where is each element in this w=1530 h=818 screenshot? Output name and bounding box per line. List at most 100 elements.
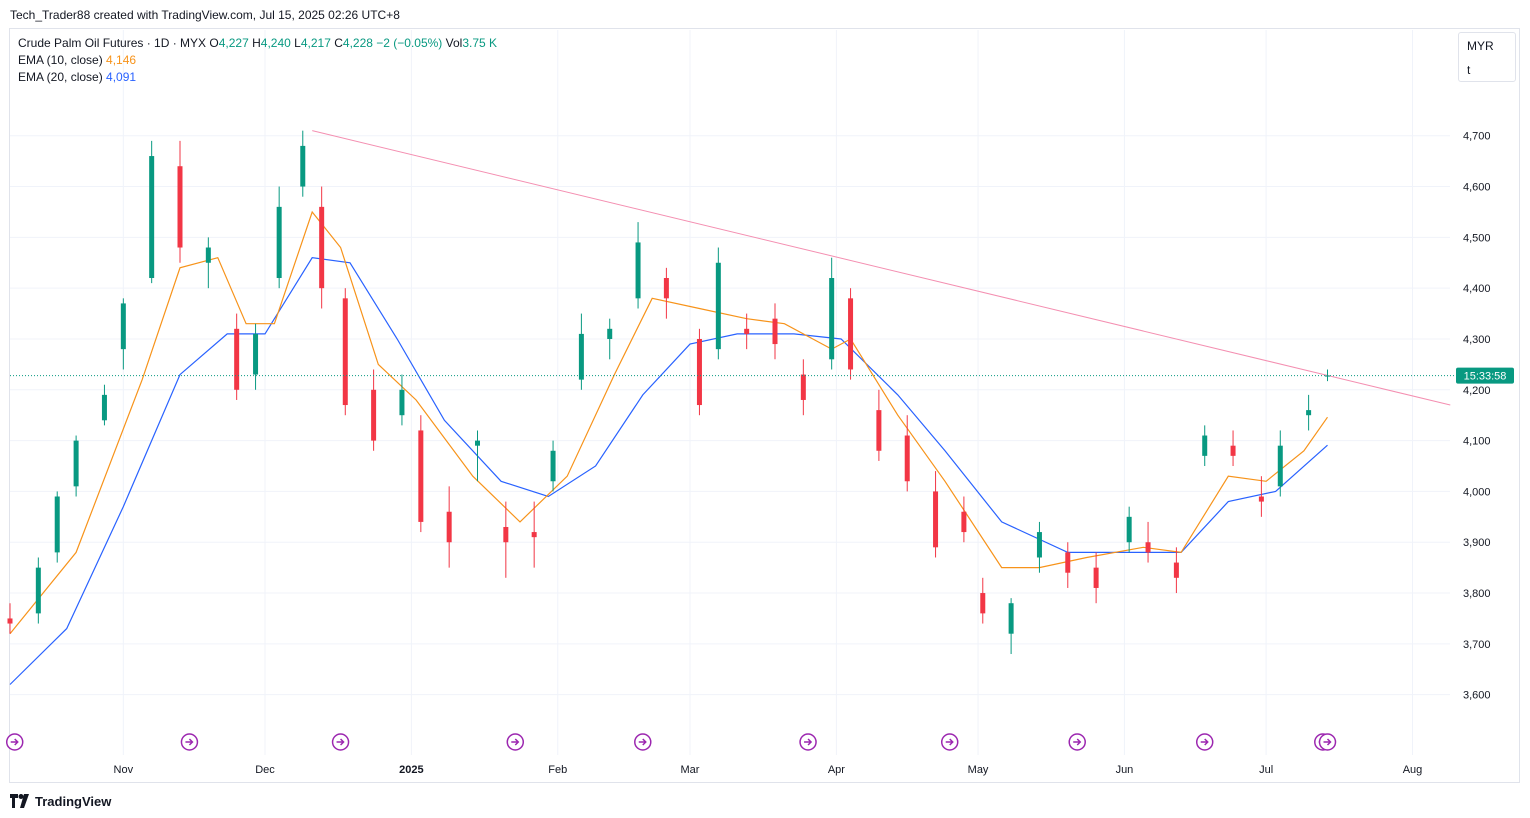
candle <box>234 313 240 400</box>
candle <box>531 501 537 568</box>
candle-body <box>829 278 835 360</box>
ohlc-row: Crude Palm Oil Futures · 1D · MYX O4,227… <box>18 35 497 52</box>
ema10-row[interactable]: EMA (10, close) 4,146 <box>18 52 497 69</box>
candle-body <box>253 333 259 375</box>
candle <box>550 440 556 492</box>
candle <box>319 186 325 309</box>
event-marker-arrow <box>804 738 813 746</box>
trendline <box>312 130 1451 406</box>
dividend-arrow-icon <box>506 733 525 751</box>
candle-body <box>1126 516 1132 543</box>
candle <box>149 140 155 284</box>
candle-body <box>1173 562 1179 578</box>
candle <box>1145 521 1151 563</box>
candle-body <box>744 328 750 334</box>
candle <box>446 486 452 568</box>
high-label: H <box>252 36 261 50</box>
event-marker-arrow <box>511 738 520 746</box>
candle-body <box>904 435 910 482</box>
candle-body <box>371 389 377 441</box>
candle-body <box>1277 445 1283 487</box>
volume-label: Vol <box>445 36 463 50</box>
event-marker-arrow <box>185 738 194 746</box>
candle <box>1202 425 1208 467</box>
candle-body <box>715 262 721 350</box>
candle <box>933 471 939 558</box>
y-tick-label: 4,300 <box>1463 334 1491 346</box>
y-tick-label: 4,000 <box>1463 486 1491 498</box>
candle-body <box>848 298 854 370</box>
event-marker-arrow <box>10 738 19 746</box>
ema20-label: EMA (20, close) <box>18 70 103 84</box>
candle-body <box>1258 496 1264 502</box>
candle <box>829 257 835 370</box>
candle-body <box>607 328 613 339</box>
volume-value: 3.75 K <box>462 36 498 50</box>
candle-body <box>399 389 405 416</box>
ema10-label: EMA (10, close) <box>18 53 103 67</box>
dividend-arrow-icon <box>180 733 199 751</box>
candle <box>1230 430 1236 467</box>
open-label: O <box>209 36 219 50</box>
candle <box>253 323 259 390</box>
candle-body <box>234 328 240 390</box>
ema10-line <box>9 210 1328 635</box>
candle-body <box>1093 567 1099 588</box>
candle-body <box>276 206 282 279</box>
y-tick-label: 3,800 <box>1463 588 1491 600</box>
candle-body <box>7 618 13 624</box>
candle <box>35 557 41 624</box>
candle <box>276 186 282 289</box>
candle-body <box>101 394 107 421</box>
candle-body <box>300 145 306 187</box>
candle <box>120 298 126 370</box>
ema20-line <box>9 257 1328 685</box>
candle <box>73 435 79 497</box>
symbol-name[interactable]: Crude Palm Oil Futures · 1D · MYX <box>18 36 207 50</box>
y-tick-label: 4,100 <box>1463 436 1491 448</box>
price-chart[interactable]: 4,700 4,600 4,500 4,400 4,300 4,200 4,100 4,000… <box>0 0 1530 790</box>
y-tick-label: 3,600 <box>1463 690 1491 702</box>
dividend-arrow-icon <box>1195 733 1214 751</box>
event-marker-arrow <box>336 738 345 746</box>
candle <box>418 415 424 533</box>
dividend-arrow-icon <box>799 733 817 751</box>
event-marker-arrow <box>1200 738 1209 746</box>
candle-body <box>120 303 126 350</box>
ema20-row[interactable]: EMA (20, close) 4,091 <box>18 69 497 86</box>
tradingview-logo-icon <box>10 794 29 808</box>
y-tick-label: 4,200 <box>1463 385 1491 397</box>
dividend-arrow-icon <box>5 733 24 751</box>
candle-body <box>503 526 509 543</box>
candle <box>800 359 806 416</box>
chart-legend: Crude Palm Oil Futures · 1D · MYX O4,227… <box>18 35 497 86</box>
candle <box>1277 430 1283 497</box>
candle <box>1008 598 1014 655</box>
x-tick-label: Mar <box>681 764 700 776</box>
candle <box>503 501 509 578</box>
candle <box>715 247 721 360</box>
unit-selector[interactable]: MYR t <box>1458 32 1516 82</box>
candle-body <box>149 156 155 279</box>
event-marker-arrow <box>945 738 954 746</box>
candle-body <box>35 567 41 614</box>
candle <box>607 318 613 360</box>
tradingview-footer[interactable]: TradingView <box>10 791 111 811</box>
candle-body <box>772 318 778 345</box>
candle-body <box>550 450 556 482</box>
y-tick-label: 4,400 <box>1463 283 1491 295</box>
currency-label: MYR <box>1467 39 1494 53</box>
candle <box>635 222 641 309</box>
y-tick-label: 3,700 <box>1463 639 1491 651</box>
last-price-countdown: 15:33:58 <box>1464 371 1507 383</box>
x-tick-label: Jul <box>1259 764 1273 776</box>
x-tick-label: Dec <box>255 764 275 776</box>
dividend-arrow-icon <box>331 733 350 751</box>
candle-body <box>54 496 60 553</box>
candle-body <box>1145 542 1151 553</box>
y-tick-label: 4,500 <box>1463 232 1491 244</box>
candle <box>1258 476 1264 517</box>
dividend-arrow-icon <box>1068 733 1086 751</box>
candle <box>7 603 13 634</box>
candle <box>371 369 377 451</box>
